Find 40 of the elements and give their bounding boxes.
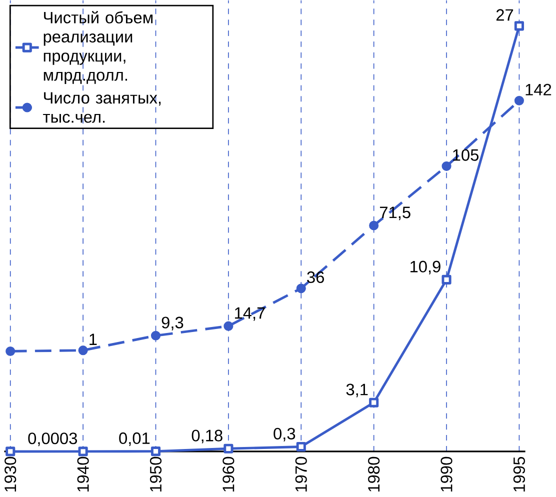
point bbox=[296, 283, 306, 293]
x-tick-label: 1950 bbox=[150, 456, 162, 492]
x-tick-label: 1930 bbox=[4, 456, 16, 492]
x-tick-label: 1990 bbox=[440, 456, 452, 492]
point bbox=[369, 398, 379, 408]
x-tick-label: 1980 bbox=[368, 456, 380, 492]
data-label: 9,3 bbox=[162, 316, 184, 330]
data-label: 10,9 bbox=[410, 260, 440, 274]
point bbox=[369, 220, 379, 230]
data-label: 1 bbox=[90, 334, 97, 345]
point bbox=[6, 346, 16, 356]
point bbox=[78, 345, 88, 355]
legend-label: Чистый объем реализации продукции, млрд.долл. bbox=[44, 10, 153, 84]
point bbox=[514, 96, 524, 106]
x-tick-label: 1960 bbox=[222, 456, 234, 492]
point bbox=[6, 446, 16, 456]
data-label: 0,0003 bbox=[28, 432, 77, 446]
data-label: 105 bbox=[453, 149, 479, 161]
point bbox=[514, 20, 524, 31]
data-label: 27 bbox=[496, 8, 514, 20]
point bbox=[442, 274, 452, 284]
x-tick-label: 1940 bbox=[77, 456, 89, 492]
data-label: 0,01 bbox=[119, 432, 150, 446]
x-tick-label: 1995 bbox=[513, 456, 526, 492]
legend-label: Число занятых, тыс.чел. bbox=[43, 92, 161, 123]
x-tick-label: 1970 bbox=[295, 456, 307, 492]
point bbox=[78, 446, 88, 456]
data-label: 0,3 bbox=[274, 428, 296, 442]
point bbox=[442, 161, 452, 171]
point bbox=[296, 442, 306, 452]
data-label: 36 bbox=[307, 271, 324, 283]
point bbox=[150, 446, 161, 456]
data-label: 0,18 bbox=[192, 430, 222, 444]
data-label: 3,1 bbox=[346, 384, 368, 398]
data-label: 142 bbox=[526, 84, 552, 96]
point bbox=[224, 444, 234, 454]
data-label: 71,5 bbox=[380, 206, 410, 220]
point bbox=[150, 330, 161, 340]
data-label: 14,7 bbox=[235, 307, 265, 321]
point bbox=[224, 321, 234, 331]
